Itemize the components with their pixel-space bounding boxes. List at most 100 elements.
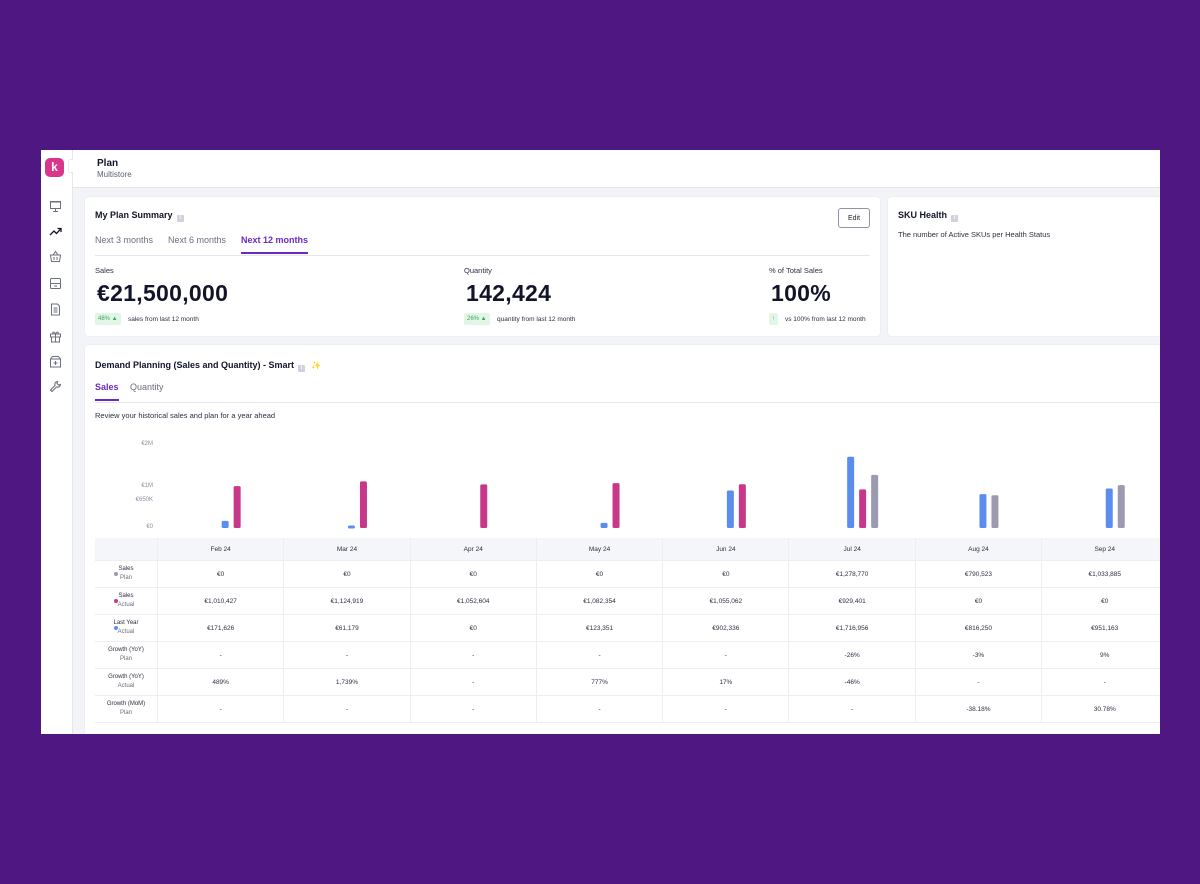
bar-sales-actual-may-24[interactable] (612, 483, 620, 528)
bar-sales-plan-sep-24[interactable] (1117, 485, 1125, 528)
tab-next-3-months[interactable]: Next 3 months (95, 235, 154, 245)
table-header-row: Feb 24 Mar 24 Apr 24 May 24 Jun 24 Jul 24 Aug … (95, 538, 1160, 561)
row-label: Last Year Actual (95, 615, 158, 641)
table-row: Growth (YoY) Plan - - - - - -26% -3% 9% (95, 642, 1160, 669)
edit-button[interactable]: Edit (838, 208, 870, 228)
table-cell: €0 (284, 561, 411, 587)
bar-sales-plan-aug-24[interactable] (991, 495, 999, 528)
row-label: Sales Plan (95, 561, 158, 587)
sidebar: k › (41, 150, 80, 734)
tabs-divider (95, 255, 870, 256)
bar-sales-actual-jun-24[interactable] (738, 484, 746, 528)
inventory-icon[interactable] (49, 277, 62, 290)
table-cell: €0 (916, 588, 1043, 614)
table-cell: - (411, 642, 537, 668)
column-header: Jun 24 (663, 538, 790, 560)
table-cell: 777% (537, 669, 664, 695)
table-cell: - (158, 696, 285, 722)
table-cell: €816,250 (916, 615, 1043, 641)
table-cell: 17% (663, 669, 790, 695)
table-cell: €1,278,770 (790, 561, 916, 587)
row-label: Growth (YoY) Plan (95, 642, 158, 668)
demand-planning-title: Demand Planning (Sales and Quantity) - S… (95, 360, 322, 372)
info-icon[interactable]: i (298, 365, 306, 372)
tab-next-6-months[interactable]: Next 6 months (168, 235, 227, 245)
table-cell: €790,523 (916, 561, 1043, 587)
legend-dot-icon (114, 626, 118, 630)
table-cell: - (790, 696, 916, 722)
table-cell: - (916, 669, 1043, 695)
table-row: Growth (MoM) Plan - - - - - - -38.18% 30.78% (95, 696, 1160, 723)
table-cell: €0 (537, 561, 664, 587)
box-plus-icon[interactable] (49, 355, 62, 368)
table-cell: - (537, 642, 664, 668)
sku-health-title: SKU Health i (898, 210, 959, 222)
wrench-icon[interactable] (49, 380, 62, 393)
sales-kpi-value: €21,500,000 (97, 280, 229, 306)
table-cell: €1,033,885 (1042, 561, 1160, 587)
bar-last-year-actual-feb-24[interactable] (221, 520, 229, 528)
share-kpi-label: % of Total Sales (769, 266, 823, 275)
tab-quantity[interactable]: Quantity (130, 382, 164, 392)
demand-bar-chart (221, 456, 1125, 529)
quantity-kpi-note: quantity from last 12 month (497, 316, 576, 323)
sales-kpi-badge: 48% ▲ (95, 313, 121, 325)
bar-last-year-actual-aug-24[interactable] (979, 494, 987, 528)
basket-icon[interactable] (49, 250, 62, 263)
table-cell: 1,739% (284, 669, 411, 695)
table-cell: - (1042, 669, 1160, 695)
bar-last-year-actual-sep-24[interactable] (1105, 488, 1113, 528)
bar-sales-actual-feb-24[interactable] (233, 486, 241, 528)
table-cell: 489% (158, 669, 285, 695)
info-icon[interactable]: i (176, 215, 184, 222)
legend-dot-icon (114, 572, 118, 576)
table-cell: €0 (1042, 588, 1160, 614)
bar-last-year-actual-jul-24[interactable] (847, 456, 855, 528)
table-cell: €1,082,354 (537, 588, 664, 614)
quantity-kpi-label: Quantity (464, 266, 492, 275)
table-cell: €0 (411, 615, 537, 641)
demand-planning-card: Demand Planning (Sales and Quantity) - S… (85, 345, 1160, 734)
column-header: May 24 (537, 538, 664, 560)
trending-up-icon[interactable] (49, 225, 62, 238)
bar-last-year-actual-mar-24[interactable] (347, 525, 355, 529)
table-cell: €171,626 (158, 615, 285, 641)
table-row: Sales Plan €0 €0 €0 €0 €0 €1,278,770 €790,523 €1,… (95, 561, 1160, 588)
row-label: Growth (YoY) Actual (95, 669, 158, 695)
table-corner-cell (95, 538, 158, 560)
table-cell: 9% (1042, 642, 1160, 668)
bar-sales-actual-jul-24[interactable] (859, 489, 867, 528)
table-cell: - (411, 669, 537, 695)
y-tick-label: €0 (146, 524, 153, 530)
bar-sales-actual-apr-24[interactable] (480, 484, 488, 528)
quantity-kpi-value: 142,424 (466, 280, 552, 306)
table-cell: €902,336 (663, 615, 790, 641)
gift-icon[interactable] (49, 330, 62, 343)
document-icon[interactable] (49, 303, 62, 316)
bar-last-year-actual-may-24[interactable] (600, 522, 608, 528)
share-kpi-note: vs 100% from last 12 month (785, 316, 866, 323)
bar-sales-plan-jul-24[interactable] (871, 474, 879, 528)
table-cell: €1,055,062 (663, 588, 790, 614)
app-logo[interactable]: k (45, 158, 64, 177)
sales-kpi-label: Sales (95, 266, 114, 275)
demand-tabs-divider (95, 402, 1160, 403)
info-icon[interactable]: i (951, 215, 959, 222)
column-header: Jul 24 (790, 538, 916, 560)
column-header: Sep 24 (1042, 538, 1160, 560)
presentation-icon[interactable] (49, 200, 62, 213)
column-header: Aug 24 (916, 538, 1043, 560)
plan-summary-title: My Plan Summary i (95, 210, 184, 222)
legend-dot-icon (114, 599, 118, 603)
y-tick-label: €2M (141, 441, 153, 447)
tab-next-12-months[interactable]: Next 12 months (241, 235, 309, 254)
bar-sales-actual-mar-24[interactable] (359, 481, 367, 528)
table-cell: 30.78% (1042, 696, 1160, 722)
table-cell: -26% (790, 642, 916, 668)
tab-sales[interactable]: Sales (95, 382, 119, 401)
bar-last-year-actual-jun-24[interactable] (726, 490, 734, 528)
table-cell: - (663, 642, 790, 668)
share-kpi-value: 100% (771, 280, 832, 306)
column-header: Feb 24 (158, 538, 285, 560)
sku-health-description: The number of Active SKUs per Health Sta… (898, 230, 1051, 239)
